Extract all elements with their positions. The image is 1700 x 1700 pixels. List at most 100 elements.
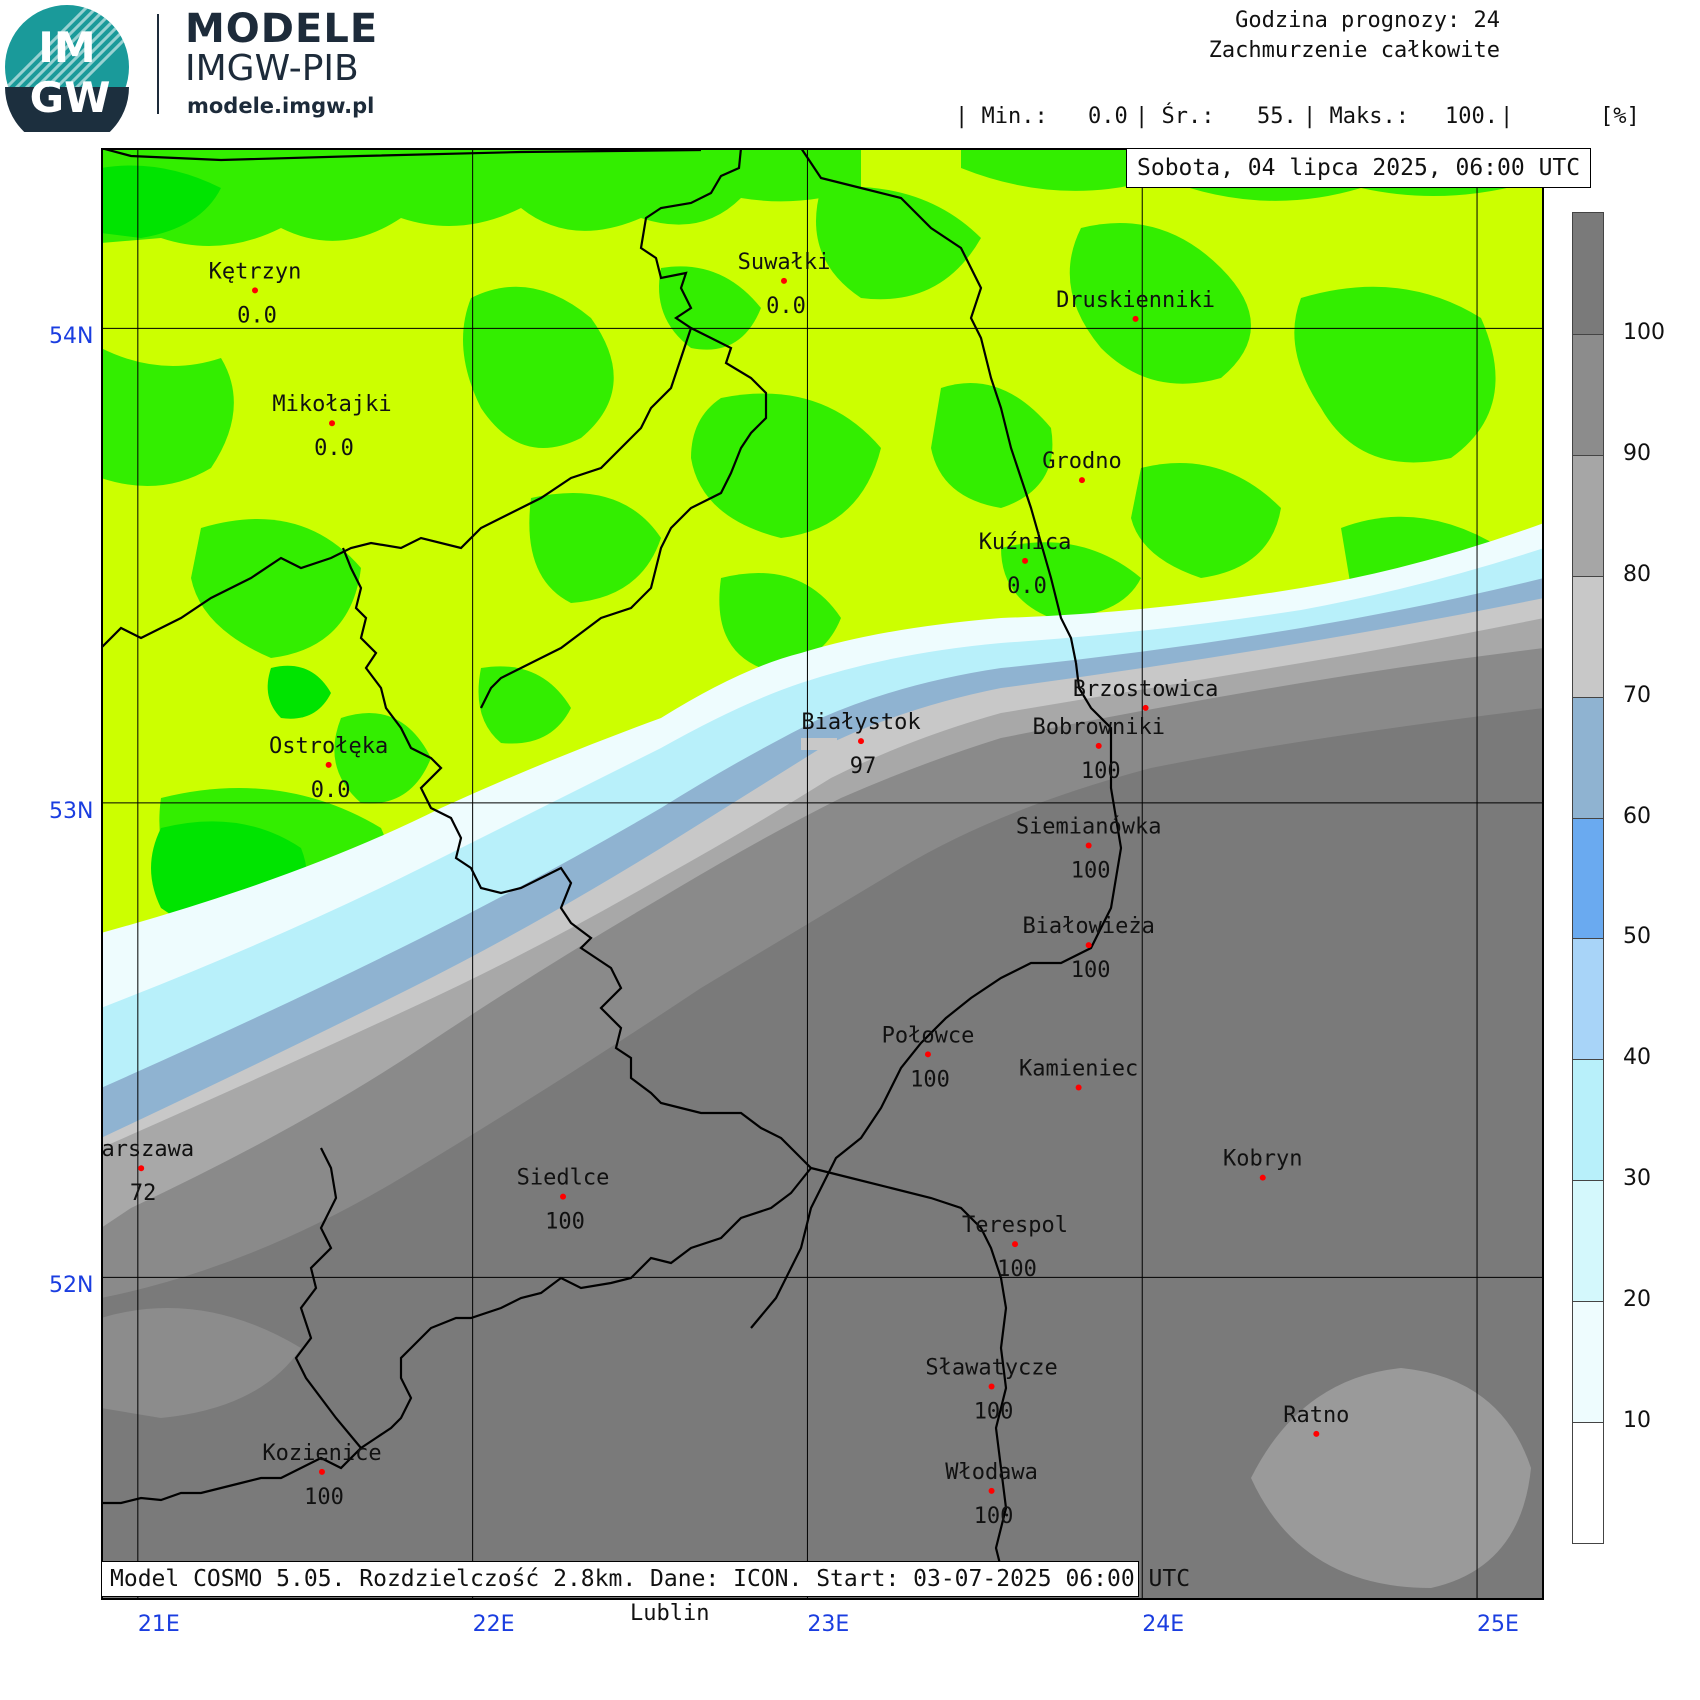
city-name: Siemianówka — [1016, 815, 1162, 840]
city-marker: Sławatycze 100 — [925, 1355, 1057, 1424]
city-name: Kobryn — [1223, 1147, 1302, 1172]
city-marker: Białystok 97 — [801, 710, 920, 779]
city-marker: Siedlce 100 — [517, 1166, 610, 1235]
valid-date-label: Sobota, 04 lipca 2025, 06:00 UTC — [1126, 148, 1592, 188]
city-name: Kętrzyn — [209, 259, 302, 284]
stat-max-label: | Maks.: — [1303, 104, 1409, 129]
colorbar-label: 60 — [1623, 803, 1651, 829]
city-marker: Połowce 100 — [882, 1023, 975, 1092]
stat-min-label: | Min.: — [955, 104, 1048, 129]
city-value: 100 — [1071, 958, 1111, 983]
city-marker: Kobryn — [1223, 1147, 1303, 1181]
city-name: Kuźnica — [979, 530, 1072, 555]
city-marker: Kuźnica 0.0 — [979, 530, 1072, 599]
cloud-cover-map: Kętrzyn 0.0 Mikołajki 0.0 Suwałki 0.0 Druskien… — [101, 148, 1544, 1600]
city-name: Warszawa — [101, 1137, 194, 1162]
city-value: 100 — [304, 1485, 344, 1510]
colorbar-segment — [1573, 817, 1603, 939]
city-name: Mikołajki — [272, 392, 391, 417]
colorbar-label: 40 — [1623, 1045, 1651, 1071]
map-frame — [101, 148, 1544, 1600]
colorbar — [1572, 212, 1604, 1544]
city-dot — [1022, 557, 1029, 564]
city-name: Sławatycze — [925, 1355, 1057, 1380]
lon-label-22E: 22E — [472, 1612, 515, 1637]
city-dot — [1142, 704, 1149, 711]
field-overcast-dark — [101, 708, 1544, 1600]
city-dot — [1313, 1430, 1320, 1437]
city-marker: Białowieża 100 — [1022, 914, 1154, 983]
colorbar-segment — [1573, 938, 1603, 1060]
stat-max-value: 100. — [1445, 104, 1498, 129]
unit-label: [%] — [1600, 104, 1640, 129]
colorbar-label: 80 — [1623, 561, 1651, 587]
colorbar-label: 50 — [1623, 924, 1651, 950]
lat-label-53N: 53N — [49, 798, 94, 824]
colorbar-segment — [1573, 213, 1603, 334]
brand-subtitle: IMGW-PIB — [185, 48, 359, 89]
city-value: 100 — [974, 1504, 1014, 1529]
city-name: Siedlce — [517, 1166, 610, 1191]
colorbar-label: 100 — [1623, 319, 1665, 345]
border-voivodeship-inner — [341, 547, 812, 1169]
city-value: 100 — [1071, 859, 1111, 884]
lon-label-23E: 23E — [807, 1612, 850, 1637]
city-marker: Bobrowniki 100 — [1032, 715, 1164, 784]
city-value: 72 — [130, 1181, 157, 1206]
city-dot — [1078, 477, 1085, 484]
city-marker: Kętrzyn 0.0 — [209, 259, 302, 328]
city-dot — [1085, 942, 1092, 949]
city-dot — [924, 1051, 931, 1058]
parameter-name: Zachmurzenie całkowite — [1208, 38, 1500, 63]
graticule — [101, 148, 1544, 1600]
colorbar-segment — [1573, 575, 1603, 697]
city-name: Brzostowica — [1073, 677, 1219, 702]
city-dot — [1095, 742, 1102, 749]
city-marker: Włodawa 100 — [945, 1460, 1038, 1529]
city-name: Kamieniec — [1019, 1057, 1138, 1082]
city-dot — [1075, 1084, 1082, 1091]
border-mazowieckie-lubelskie — [294, 1147, 362, 1449]
city-name: Ostrołęka — [269, 734, 388, 759]
city-value: 100 — [545, 1210, 585, 1235]
cities-layer: Kętrzyn 0.0 Mikołajki 0.0 Suwałki 0.0 Druskien… — [101, 250, 1349, 1529]
city-marker: Terespol 100 — [962, 1213, 1068, 1282]
field-overcast-light-patch — [1251, 1368, 1531, 1588]
city-name: Suwałki — [738, 250, 831, 275]
city-name: Druskienniki — [1056, 288, 1215, 313]
colorbar-segment — [1573, 696, 1603, 818]
stat-separator: | — [1500, 104, 1514, 129]
city-marker: Kamieniec — [1019, 1057, 1138, 1091]
border-russia-poland — [101, 148, 702, 162]
city-name: Białowieża — [1022, 914, 1154, 939]
colorbar-label: 10 — [1623, 1408, 1651, 1434]
city-dot — [325, 761, 332, 768]
brand-url[interactable]: modele.imgw.pl — [187, 94, 375, 118]
city-dot — [988, 1383, 995, 1390]
city-marker: Siemianówka 100 — [1016, 815, 1162, 884]
city-dot — [318, 1468, 325, 1475]
imgw-logo: IM GW — [2, 2, 132, 149]
city-dot — [858, 738, 865, 745]
city-name: Ratno — [1283, 1403, 1349, 1428]
city-dot — [780, 277, 787, 284]
border-poland-belarus — [750, 662, 1123, 1329]
lon-label-24E: 24E — [1142, 1612, 1185, 1637]
city-marker: Mikołajki 0.0 — [272, 392, 391, 461]
city-dot — [252, 287, 259, 294]
city-value: 100 — [997, 1257, 1037, 1282]
city-value: 0.0 — [314, 436, 354, 461]
brand-title: MODELE — [185, 6, 379, 52]
city-marker: Grodno — [1042, 449, 1122, 484]
city-value: 100 — [1081, 759, 1121, 784]
model-info-label: Model COSMO 5.05. Rozdzielczość 2.8km. D… — [101, 1561, 1190, 1597]
city-dot — [1085, 842, 1092, 849]
city-value: 0.0 — [1007, 574, 1047, 599]
city-dot — [1259, 1174, 1266, 1181]
city-dot — [329, 420, 336, 427]
city-value: 0.0 — [311, 778, 351, 803]
lon-label-25E: 25E — [1477, 1612, 1519, 1637]
colorbar-segment — [1573, 454, 1603, 576]
map-field — [101, 148, 1544, 1600]
colorbar-label: 70 — [1623, 682, 1651, 708]
